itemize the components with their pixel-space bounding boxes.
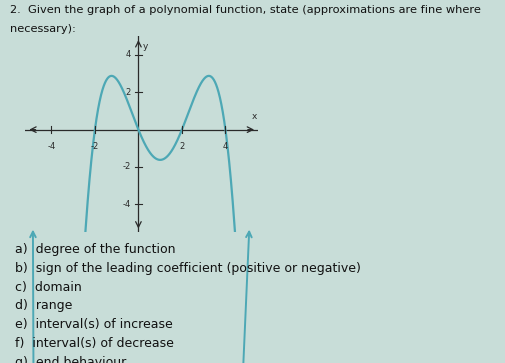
- Text: x: x: [251, 113, 257, 121]
- Text: b)  sign of the leading coefficient (positive or negative): b) sign of the leading coefficient (posi…: [15, 262, 361, 275]
- Text: necessary):: necessary):: [10, 24, 76, 34]
- Text: y: y: [142, 42, 148, 51]
- Text: 2.  Given the graph of a polynomial function, state (approximations are fine whe: 2. Given the graph of a polynomial funct…: [10, 5, 480, 16]
- Text: e)  interval(s) of increase: e) interval(s) of increase: [15, 318, 173, 331]
- Text: -4: -4: [122, 200, 131, 209]
- Text: c)  domain: c) domain: [15, 281, 82, 294]
- Text: -2: -2: [122, 163, 131, 171]
- Text: g)  end behaviour: g) end behaviour: [15, 356, 126, 363]
- Text: 2: 2: [179, 142, 184, 151]
- Text: d)  range: d) range: [15, 299, 72, 313]
- Text: -2: -2: [90, 142, 99, 151]
- Text: a)  degree of the function: a) degree of the function: [15, 243, 175, 256]
- Text: -4: -4: [47, 142, 56, 151]
- Text: 4: 4: [125, 50, 131, 60]
- Text: f)  interval(s) of decrease: f) interval(s) of decrease: [15, 337, 174, 350]
- Text: 4: 4: [222, 142, 228, 151]
- Text: 2: 2: [125, 88, 131, 97]
